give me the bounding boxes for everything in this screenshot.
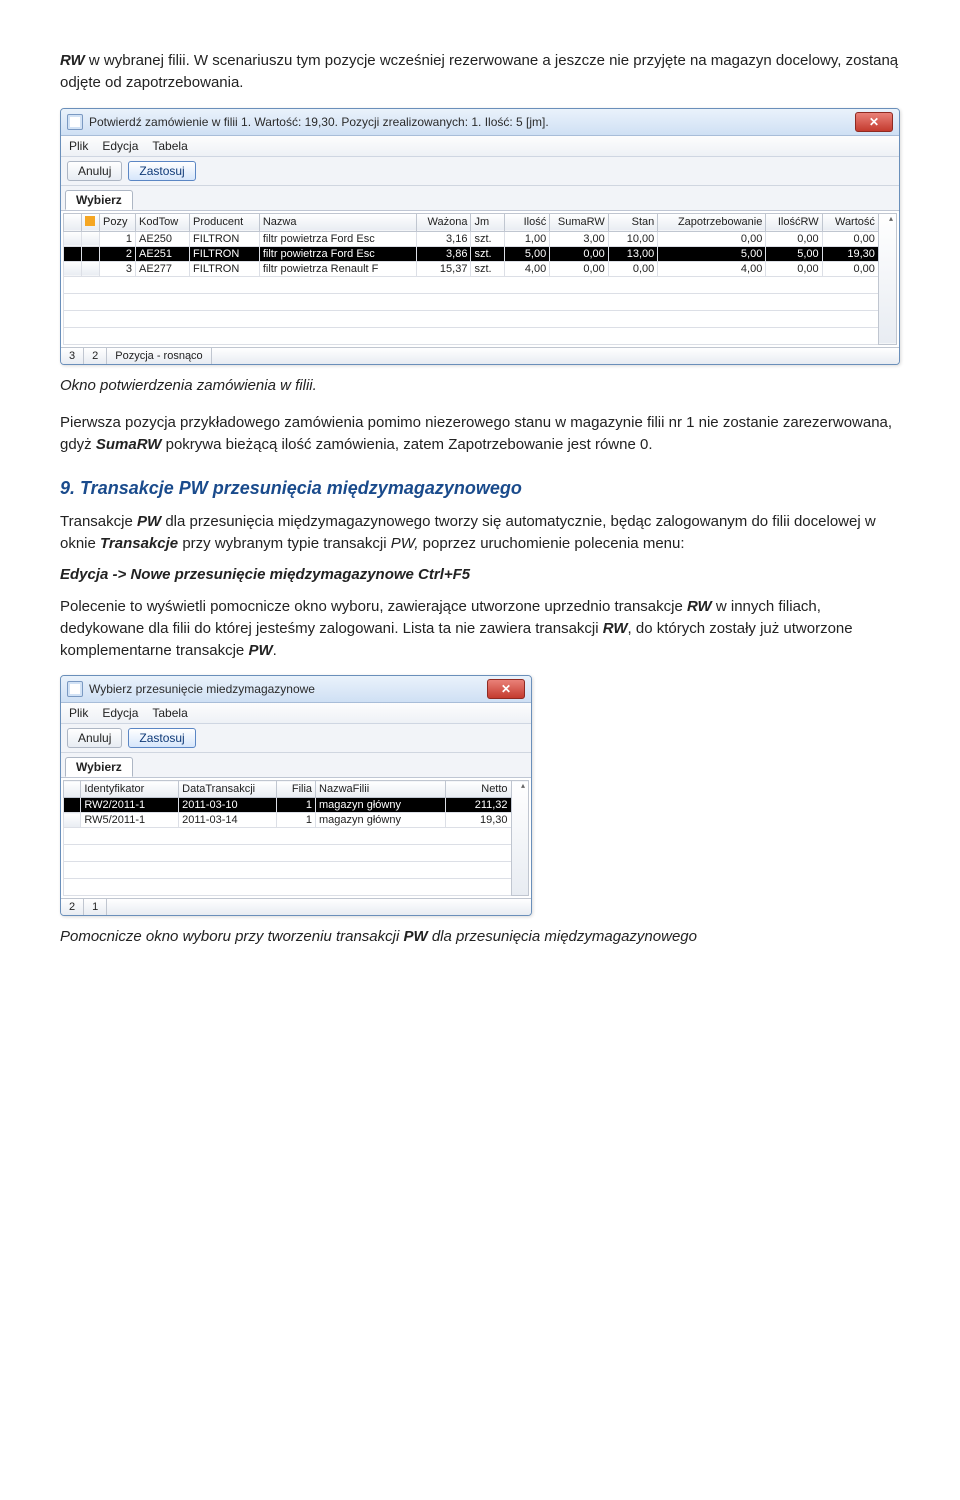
text-rw: RW — [60, 52, 85, 69]
menu-edycja[interactable]: Edycja — [102, 139, 138, 153]
text-rw-rest: w wybranej filii. W scenariuszu tym pozy… — [60, 52, 898, 91]
status-cell: 1 — [84, 899, 107, 915]
vertical-scrollbar[interactable] — [511, 781, 528, 896]
menu-plik[interactable]: Plik — [69, 139, 88, 153]
vertical-scrollbar[interactable] — [878, 213, 896, 344]
grid: Identyfikator DataTransakcji Filia Nazwa… — [61, 778, 531, 898]
tabstrip: Wybierz — [61, 186, 899, 211]
header-row: Pozy KodTow Producent Nazwa Ważona Jm Il… — [64, 213, 897, 231]
statusbar: 3 2 Pozycja - rosnąco — [61, 347, 899, 364]
col-wartosc[interactable]: Wartość — [822, 213, 878, 231]
marker-icon — [85, 216, 95, 226]
window-confirm-order: Potwierdź zamówienie w filii 1. Wartość:… — [60, 108, 900, 365]
table-row[interactable]: ▶ RW2/2011-1 2011-03-10 1 magazyn główny… — [64, 798, 529, 813]
section-heading: 9. Transakcje PW przesunięcia międzymaga… — [60, 478, 900, 499]
col-nazwa[interactable]: Nazwa — [259, 213, 417, 231]
col-kodtow[interactable]: KodTow — [136, 213, 190, 231]
tab-wybierz[interactable]: Wybierz — [65, 757, 133, 777]
tab-wybierz[interactable]: Wybierz — [65, 190, 133, 210]
statusbar: 2 1 — [61, 898, 531, 915]
apply-button[interactable]: Zastosuj — [128, 728, 195, 748]
app-icon — [67, 114, 83, 130]
col-zapotrzebowanie[interactable]: Zapotrzebowanie — [658, 213, 766, 231]
col-nazwafilii[interactable]: NazwaFilii — [316, 781, 446, 798]
table-row[interactable]: 1 AE250 FILTRON filtr powietrza Ford Esc… — [64, 231, 897, 246]
cancel-button[interactable]: Anuluj — [67, 728, 122, 748]
app-icon — [67, 681, 83, 697]
titlebar: Wybierz przesunięcie miedzymagazynowe ✕ — [61, 676, 531, 703]
window-select-transfer: Wybierz przesunięcie miedzymagazynowe ✕ … — [60, 675, 532, 916]
col-netto[interactable]: Netto — [446, 781, 511, 798]
table-row[interactable]: 3 AE277 FILTRON filtr powietrza Renault … — [64, 261, 897, 276]
apply-button[interactable]: Zastosuj — [128, 161, 195, 181]
col-jm[interactable]: Jm — [471, 213, 505, 231]
menu-tabela[interactable]: Tabela — [152, 139, 187, 153]
col-wazona[interactable]: Ważona — [417, 213, 471, 231]
menu-path: Edycja -> Nowe przesunięcie międzymagazy… — [60, 564, 900, 586]
toolbar: Anuluj Zastosuj — [61, 724, 531, 753]
grid: Pozy KodTow Producent Nazwa Ważona Jm Il… — [61, 211, 899, 347]
menubar: Plik Edycja Tabela — [61, 703, 531, 724]
window-title: Potwierdź zamówienie w filii 1. Wartość:… — [89, 115, 549, 129]
menu-plik[interactable]: Plik — [69, 706, 88, 720]
data-table: Pozy KodTow Producent Nazwa Ważona Jm Il… — [63, 213, 897, 345]
titlebar: Potwierdź zamówienie w filii 1. Wartość:… — [61, 109, 899, 136]
menu-edycja[interactable]: Edycja — [102, 706, 138, 720]
close-icon[interactable]: ✕ — [855, 112, 893, 132]
close-icon[interactable]: ✕ — [487, 679, 525, 699]
col-filia[interactable]: Filia — [276, 781, 315, 798]
status-cell: 2 — [61, 899, 84, 915]
status-cell: Pozycja - rosnąco — [107, 348, 211, 364]
col-identyfikator[interactable]: Identyfikator — [81, 781, 179, 798]
paragraph-3: Transakcje PW dla przesunięcia międzymag… — [60, 511, 900, 555]
col-stan[interactable]: Stan — [608, 213, 658, 231]
window-title: Wybierz przesunięcie miedzymagazynowe — [89, 682, 315, 696]
table-row[interactable]: RW5/2011-1 2011-03-14 1 magazyn główny 1… — [64, 813, 529, 828]
status-cell: 2 — [84, 348, 107, 364]
menubar: Plik Edycja Tabela — [61, 136, 899, 157]
table-row[interactable]: ▶ 2 AE251 FILTRON filtr powietrza Ford E… — [64, 246, 897, 261]
col-pozy[interactable]: Pozy — [100, 213, 136, 231]
status-cell: 3 — [61, 348, 84, 364]
col-ilosc[interactable]: Ilość — [505, 213, 550, 231]
col-iloscrw[interactable]: IlośćRW — [766, 213, 822, 231]
col-producent[interactable]: Producent — [190, 213, 260, 231]
toolbar: Anuluj Zastosuj — [61, 157, 899, 186]
menu-tabela[interactable]: Tabela — [152, 706, 187, 720]
header-row: Identyfikator DataTransakcji Filia Nazwa… — [64, 781, 529, 798]
data-table: Identyfikator DataTransakcji Filia Nazwa… — [63, 780, 529, 896]
paragraph-rw-intro: RW w wybranej filii. W scenariuszu tym p… — [60, 50, 900, 94]
tabstrip: Wybierz — [61, 753, 531, 778]
col-sumarw[interactable]: SumaRW — [550, 213, 609, 231]
col-datatransakcji[interactable]: DataTransakcji — [179, 781, 277, 798]
cancel-button[interactable]: Anuluj — [67, 161, 122, 181]
caption-win2: Pomocnicze okno wyboru przy tworzeniu tr… — [60, 926, 900, 948]
paragraph-4: Polecenie to wyświetli pomocnicze okno w… — [60, 596, 900, 661]
paragraph-2: Pierwsza pozycja przykładowego zamówieni… — [60, 412, 900, 456]
caption-win1: Okno potwierdzenia zamówienia w filii. — [60, 375, 900, 397]
